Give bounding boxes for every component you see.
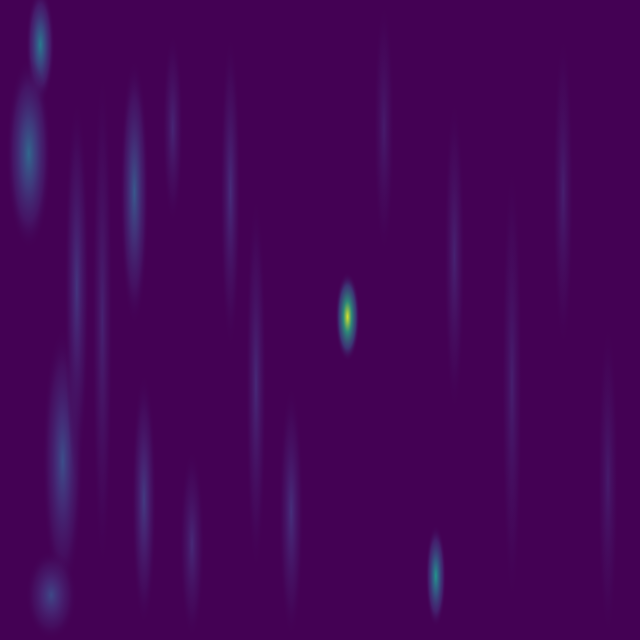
heatmap-feature-mid-left-band bbox=[120, 57, 149, 327]
heatmap-feature-faint-band-5 bbox=[444, 96, 465, 416]
heatmap-feature-left-band-base bbox=[25, 550, 77, 640]
heatmap-feature-faint-band-12 bbox=[162, 32, 184, 224]
heatmap-feature-faint-band-4 bbox=[179, 448, 205, 640]
heatmap-feature-faint-band-7 bbox=[552, 32, 574, 352]
heatmap-feature-faint-band-9 bbox=[92, 64, 113, 576]
heatmap-feature-lower-streak bbox=[425, 524, 447, 628]
heatmap-feature-bright-streak bbox=[335, 272, 360, 362]
heatmap-feature-faint-band-6 bbox=[501, 160, 523, 608]
heatmap-marks bbox=[6, 0, 619, 640]
heatmap-feature-left-band-mid bbox=[6, 57, 52, 250]
heatmap-feature-faint-band-10 bbox=[373, 0, 395, 256]
heatmap-feature-faint-band-8 bbox=[597, 320, 619, 640]
heatmap-feature-faint-band-2 bbox=[245, 192, 267, 576]
heatmap-feature-faint-band-3 bbox=[278, 384, 304, 640]
heatmap-feature-faint-band-11 bbox=[64, 96, 90, 480]
heatmap-feature-faint-band-1 bbox=[220, 32, 241, 352]
heatmap-feature-mid-left-band-lower bbox=[131, 371, 157, 628]
